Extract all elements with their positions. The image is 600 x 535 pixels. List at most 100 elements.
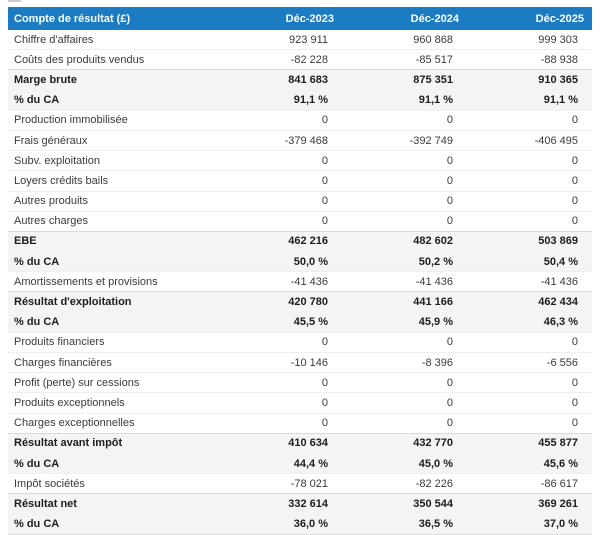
cell-value: 0 <box>342 392 467 414</box>
row-label: Autres produits <box>8 190 217 212</box>
section-total-row: Marge brute 841 683 875 351 910 365 <box>8 69 592 91</box>
cell-value: 0 <box>217 210 342 232</box>
section-total-row: % du CA 45,5 % 45,9 % 46,3 % <box>8 312 592 333</box>
col-header-dec-2024: Déc-2024 <box>342 7 467 30</box>
cell-value: 91,1 % <box>467 90 592 111</box>
cell-value: 0 <box>217 170 342 191</box>
row-label: Impôt sociétés <box>8 473 217 494</box>
report-page: Compte de résultat (£) Déc-2023 Déc-2024… <box>8 0 592 535</box>
table-title: Compte de résultat (£) <box>8 7 217 30</box>
col-header-dec-2025: Déc-2025 <box>467 7 592 30</box>
cell-value: 432 770 <box>342 432 467 454</box>
cell-value: -82 228 <box>217 49 342 70</box>
cell-value: -41 436 <box>217 271 342 292</box>
income-statement-table: Compte de résultat (£) Déc-2023 Déc-2024… <box>8 7 592 535</box>
table-body: Chiffre d'affaires 923 911 960 868 999 303 C… <box>8 30 592 535</box>
cell-value: 503 869 <box>467 230 592 252</box>
cell-value: 45,0 % <box>342 453 467 474</box>
table-row: Chiffre d'affaires 923 911 960 868 999 303 <box>8 30 592 50</box>
cell-value: -41 436 <box>342 271 467 292</box>
section-total-row: % du CA 50,0 % 50,2 % 50,4 % <box>8 251 592 272</box>
cell-value: 0 <box>342 190 467 212</box>
table-row: Coûts des produits vendus -82 228 -85 517-… <box>8 49 592 70</box>
cell-value: -392 749 <box>342 129 467 151</box>
table-row: Charges exceptionnelles 0 0 0 <box>8 412 592 434</box>
section-total-row: Résultat d'exploitation 420 780 441 166 462… <box>8 291 592 313</box>
table-row: Produits exceptionnels 0 0 0 <box>8 392 592 414</box>
cell-value: 0 <box>217 331 342 353</box>
cell-value: -41 436 <box>467 271 592 292</box>
cell-value: 462 434 <box>467 291 592 313</box>
section-total-row: % du CA 91,1 % 91,1 % 91,1 % <box>8 90 592 111</box>
row-label: % du CA <box>8 453 217 474</box>
table-row: Profit (perte) sur cessions 0 0 0 <box>8 372 592 393</box>
row-label: Charges financières <box>8 351 217 373</box>
cell-value: -6 556 <box>467 351 592 373</box>
cell-value: 0 <box>467 190 592 212</box>
cell-value: 0 <box>467 150 592 171</box>
cell-value: 910 365 <box>467 69 592 91</box>
row-label: Loyers crédits bails <box>8 170 217 191</box>
cell-value: -379 468 <box>217 129 342 151</box>
table-row: Production immobilisée 0 0 0 <box>8 109 592 131</box>
row-label: % du CA <box>8 514 217 535</box>
table-row: Amortissements et provisions -41 436 -41 4… <box>8 271 592 292</box>
row-label: Amortissements et provisions <box>8 271 217 292</box>
table-row: Loyers crédits bails 0 0 0 <box>8 170 592 191</box>
cell-value: 45,5 % <box>217 312 342 333</box>
cell-value: 50,0 % <box>217 251 342 272</box>
section-total-row: % du CA 36,0 % 36,5 % 37,0 % <box>8 514 592 535</box>
cell-value: -406 495 <box>467 129 592 151</box>
cell-value: 36,5 % <box>342 514 467 535</box>
cell-value: 0 <box>342 170 467 191</box>
cell-value: 0 <box>342 331 467 353</box>
cell-value: 410 634 <box>217 432 342 454</box>
cell-value: 0 <box>342 150 467 171</box>
row-label: Marge brute <box>8 69 217 91</box>
row-label: Résultat d'exploitation <box>8 291 217 313</box>
cell-value: 44,4 % <box>217 453 342 474</box>
row-label: Charges exceptionnelles <box>8 412 217 434</box>
row-label: % du CA <box>8 90 217 111</box>
cell-value: 875 351 <box>342 69 467 91</box>
row-label: Chiffre d'affaires <box>8 30 217 50</box>
table-row: Frais généraux -379 468 -392 749 -406 495 <box>8 129 592 151</box>
cell-value: 91,1 % <box>217 90 342 111</box>
cell-value: -78 021 <box>217 473 342 494</box>
row-label: Production immobilisée <box>8 109 217 131</box>
cell-value: 45,6 % <box>467 453 592 474</box>
table-row: Autres charges 0 0 0 <box>8 210 592 232</box>
col-header-dec-2023: Déc-2023 <box>217 7 342 30</box>
cell-value: 46,3 % <box>467 312 592 333</box>
cell-value: 420 780 <box>217 291 342 313</box>
cell-value: -88 938 <box>467 49 592 70</box>
cell-value: -8 396 <box>342 351 467 373</box>
cell-value: 0 <box>217 190 342 212</box>
section-total-row: EBE 462 216 482 602 503 869 <box>8 230 592 252</box>
cell-value: 0 <box>467 109 592 131</box>
cell-value: 0 <box>467 331 592 353</box>
table-row: Impôt sociétés -78 021 -82 226 -86 617 <box>8 473 592 494</box>
row-label: Produits exceptionnels <box>8 392 217 414</box>
cell-value: 0 <box>217 150 342 171</box>
table-header-row: Compte de résultat (£) Déc-2023 Déc-2024… <box>8 7 592 30</box>
cell-value: 91,1 % <box>342 90 467 111</box>
cell-value: -86 617 <box>467 473 592 494</box>
cell-value: 0 <box>217 392 342 414</box>
cell-value: 37,0 % <box>467 514 592 535</box>
cell-value: 999 303 <box>467 30 592 50</box>
cell-value: -82 226 <box>342 473 467 494</box>
row-label: EBE <box>8 230 217 252</box>
cell-value: -85 517 <box>342 49 467 70</box>
row-label: Autres charges <box>8 210 217 232</box>
cell-value: 0 <box>342 372 467 393</box>
cell-value: 0 <box>467 170 592 191</box>
cell-value: 441 166 <box>342 291 467 313</box>
cell-value: 45,9 % <box>342 312 467 333</box>
cell-value: 0 <box>467 392 592 414</box>
cell-value: 0 <box>467 412 592 434</box>
cell-value: 0 <box>467 210 592 232</box>
cell-value: 455 877 <box>467 432 592 454</box>
cell-value: 0 <box>217 412 342 434</box>
cell-value: 462 216 <box>217 230 342 252</box>
